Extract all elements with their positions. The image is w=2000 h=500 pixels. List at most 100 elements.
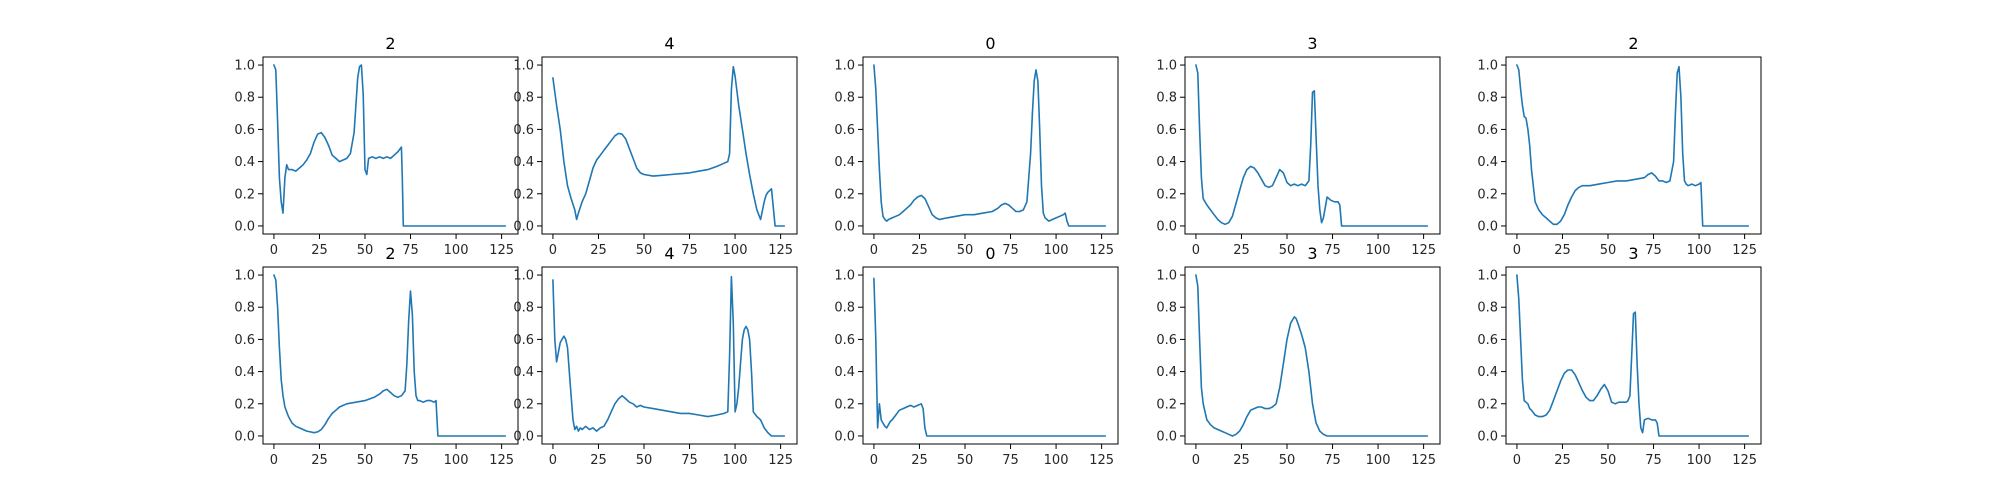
x-tick-label: 75: [1645, 453, 1662, 468]
x-tick-label: 100: [444, 243, 469, 258]
y-tick-label: 0.4: [513, 365, 534, 380]
x-tick-label: 50: [1279, 453, 1296, 468]
y-tick-label: 0.4: [1156, 155, 1177, 170]
axes-frame: [862, 266, 1119, 445]
y-tick-label: 1.0: [1156, 59, 1177, 74]
x-tick-label: 50: [636, 243, 653, 258]
y-tick-label: 0.4: [834, 155, 855, 170]
x-tick-label: 125: [1732, 243, 1757, 258]
series-line: [1516, 274, 1750, 437]
y-tick-label: 1.0: [834, 269, 855, 284]
subplot-title: 0: [985, 34, 995, 53]
x-tick-label: 125: [1411, 453, 1436, 468]
y-tick-label: 0.0: [834, 219, 855, 234]
axes-frame: [862, 56, 1119, 235]
subplot-5: 2 0 25 50 75 100 125 0.0 0.2 0.4 0.6 0.8 1.0: [1477, 34, 1762, 258]
x-tick-label: 25: [911, 243, 928, 258]
y-tick-label: 0.8: [1477, 91, 1498, 106]
x-tick-label: 125: [768, 453, 793, 468]
subplot-2: 4 0 25 50 75 100 125 0.0 0.2 0.4 0.6 0.8 1.0: [513, 34, 798, 258]
subplot-3: 0 0 25 50 75 100 125 0.0 0.2 0.4 0.6 0.8 1.0: [834, 34, 1119, 258]
x-tick-label: 0: [870, 453, 878, 468]
y-tick-label: 0.8: [513, 91, 534, 106]
y-tick-label: 0.8: [1156, 301, 1177, 316]
y-tick-label: 0.0: [1156, 429, 1177, 444]
subplot-1: 2 0 25 50 75 100 125 0.0 0.2 0.4 0.6 0.8 1.0: [234, 34, 519, 258]
subplot-title: 3: [1307, 34, 1317, 53]
x-tick-label: 0: [1513, 243, 1521, 258]
y-tick-label: 0.0: [834, 429, 855, 444]
axes-frame: [262, 266, 519, 445]
y-tick-label: 1.0: [1156, 269, 1177, 284]
x-tick-label: 100: [444, 453, 469, 468]
axes-frame: [541, 266, 798, 445]
subplot-7: 4 0 25 50 75 100 125 0.0 0.2 0.4 0.6 0.8 1.0: [513, 244, 798, 468]
y-tick-label: 0.8: [1477, 301, 1498, 316]
y-tick-label: 0.0: [1156, 219, 1177, 234]
y-tick-label: 0.6: [834, 123, 855, 138]
x-tick-label: 100: [1687, 453, 1712, 468]
x-tick-label: 50: [636, 453, 653, 468]
x-tick-label: 0: [1513, 453, 1521, 468]
x-tick-label: 0: [549, 453, 557, 468]
y-tick-label: 0.8: [513, 301, 534, 316]
x-tick-label: 75: [681, 243, 698, 258]
y-tick-label: 0.6: [1477, 333, 1498, 348]
x-tick-label: 0: [549, 243, 557, 258]
subplot-4: 3 0 25 50 75 100 125 0.0 0.2 0.4 0.6 0.8 1.0: [1156, 34, 1441, 258]
y-tick-label: 0.4: [1477, 155, 1498, 170]
x-tick-label: 100: [1366, 453, 1391, 468]
x-tick-label: 125: [768, 243, 793, 258]
y-tick-label: 0.0: [513, 219, 534, 234]
x-tick-label: 100: [1687, 243, 1712, 258]
x-tick-label: 125: [1089, 453, 1114, 468]
series-line: [1516, 64, 1750, 227]
subplot-title: 4: [664, 244, 674, 263]
subplot-title: 3: [1307, 244, 1317, 263]
x-tick-label: 25: [911, 453, 928, 468]
subplot-6: 2 0 25 50 75 100 125 0.0 0.2 0.4 0.6 0.8 1.0: [234, 244, 519, 468]
y-tick-label: 0.0: [234, 429, 255, 444]
y-tick-label: 0.2: [834, 187, 855, 202]
y-tick-label: 0.4: [1156, 365, 1177, 380]
y-tick-label: 0.2: [1156, 397, 1177, 412]
x-tick-label: 0: [270, 243, 278, 258]
x-tick-label: 25: [590, 243, 607, 258]
x-tick-label: 100: [723, 243, 748, 258]
x-tick-label: 125: [1411, 243, 1436, 258]
x-tick-label: 0: [870, 243, 878, 258]
y-tick-label: 1.0: [234, 269, 255, 284]
y-tick-label: 1.0: [1477, 269, 1498, 284]
x-tick-label: 100: [1044, 453, 1069, 468]
y-tick-label: 0.4: [234, 365, 255, 380]
x-tick-label: 75: [681, 453, 698, 468]
y-tick-label: 0.6: [834, 333, 855, 348]
x-tick-label: 75: [1324, 243, 1341, 258]
x-tick-label: 75: [402, 453, 419, 468]
y-tick-label: 0.0: [234, 219, 255, 234]
x-tick-label: 50: [1279, 243, 1296, 258]
y-tick-label: 0.2: [1477, 397, 1498, 412]
y-tick-label: 0.6: [513, 333, 534, 348]
y-tick-label: 0.2: [1477, 187, 1498, 202]
subplot-title: 0: [985, 244, 995, 263]
y-tick-label: 0.2: [834, 397, 855, 412]
series-line: [273, 64, 507, 227]
x-tick-label: 75: [1002, 453, 1019, 468]
x-tick-label: 50: [1600, 243, 1617, 258]
y-tick-label: 0.6: [234, 123, 255, 138]
y-tick-label: 1.0: [234, 59, 255, 74]
axes-frame: [1184, 266, 1441, 445]
x-tick-label: 75: [402, 243, 419, 258]
y-tick-label: 1.0: [1477, 59, 1498, 74]
y-tick-label: 0.0: [1477, 219, 1498, 234]
y-tick-label: 0.4: [234, 155, 255, 170]
series-line: [1195, 64, 1429, 227]
x-tick-label: 50: [357, 453, 374, 468]
x-tick-label: 0: [1192, 243, 1200, 258]
y-tick-label: 1.0: [513, 59, 534, 74]
subplot-title: 2: [385, 34, 395, 53]
x-tick-label: 75: [1645, 243, 1662, 258]
axes-frame: [1505, 266, 1762, 445]
